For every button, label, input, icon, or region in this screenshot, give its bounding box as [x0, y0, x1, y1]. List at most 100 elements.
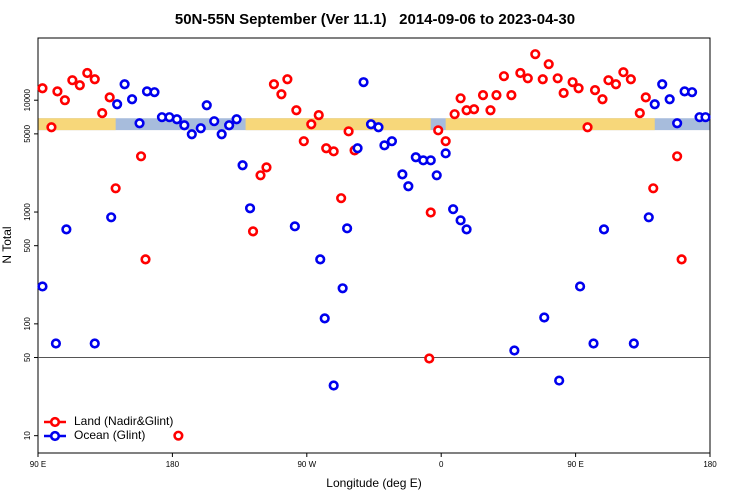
- data-point: [477, 90, 489, 101]
- data-point: [134, 118, 145, 129]
- data-point: [530, 49, 541, 60]
- data-point: [59, 95, 70, 106]
- data-point: [247, 226, 259, 237]
- data-point: [628, 338, 639, 349]
- data-point: [676, 254, 687, 265]
- data-point: [89, 74, 100, 85]
- x-tick-label: 180: [166, 460, 180, 469]
- data-point: [403, 181, 414, 192]
- data-point: [425, 155, 436, 166]
- data-point: [61, 224, 72, 235]
- data-point: [498, 71, 510, 82]
- data-point: [313, 110, 324, 121]
- land-band: [445, 118, 655, 131]
- data-point: [201, 100, 212, 111]
- data-point: [397, 169, 408, 180]
- data-point: [440, 148, 451, 159]
- data-point: [67, 75, 78, 86]
- data-point: [386, 136, 398, 147]
- data-point: [491, 90, 502, 101]
- data-point: [224, 120, 235, 131]
- data-point: [589, 85, 601, 96]
- data-point: [106, 212, 117, 223]
- y-tick-label: 10: [23, 431, 32, 440]
- data-point: [328, 146, 339, 157]
- data-point: [50, 338, 62, 349]
- data-point: [97, 108, 108, 119]
- y-tick-label: 500: [23, 238, 32, 252]
- data-point: [104, 92, 115, 103]
- data-point: [291, 105, 302, 116]
- data-point: [554, 375, 565, 386]
- data-point: [216, 129, 227, 140]
- data-point: [328, 380, 339, 391]
- land-band: [245, 118, 431, 131]
- data-point: [625, 74, 636, 85]
- land-band: [38, 118, 116, 131]
- data-point: [261, 162, 272, 173]
- data-point: [657, 79, 668, 90]
- data-point: [126, 94, 138, 105]
- data-point: [209, 116, 220, 127]
- data-point: [336, 193, 347, 204]
- data-point: [537, 74, 548, 85]
- data-point: [37, 83, 48, 94]
- data-point: [244, 203, 256, 214]
- data-point: [140, 254, 151, 265]
- data-point: [276, 89, 287, 100]
- data-point: [173, 430, 184, 441]
- data-point: [509, 345, 520, 356]
- data-point: [539, 312, 550, 323]
- data-point: [597, 94, 608, 105]
- data-point: [298, 136, 309, 147]
- x-axis-label: Longitude (deg E): [326, 476, 421, 490]
- data-point: [610, 79, 622, 90]
- data-point: [195, 123, 206, 134]
- x-tick-label: 90 E: [30, 460, 46, 469]
- x-tick-label: 90 W: [297, 460, 316, 469]
- data-point: [135, 151, 147, 162]
- data-point: [319, 313, 330, 324]
- legend-marker: [49, 430, 61, 442]
- data-point: [171, 114, 182, 125]
- data-point: [640, 92, 651, 103]
- data-point: [424, 353, 435, 364]
- data-point: [643, 212, 654, 223]
- y-tick-label: 1000: [23, 203, 32, 221]
- data-point: [379, 140, 390, 151]
- data-point: [574, 281, 586, 292]
- x-tick-label: 180: [703, 460, 717, 469]
- data-point: [342, 223, 353, 234]
- legend-label: Ocean (Glint): [74, 428, 145, 442]
- data-point: [522, 73, 533, 84]
- data-point: [573, 83, 584, 94]
- data-point: [506, 90, 517, 101]
- data-point: [700, 112, 711, 123]
- data-point: [343, 126, 354, 137]
- data-point: [89, 338, 100, 349]
- data-point: [672, 151, 683, 162]
- data-point: [603, 75, 614, 86]
- data-point: [82, 67, 93, 79]
- chart-title: 50N-55N September (Ver 11.1) 2014-09-06 …: [175, 11, 575, 28]
- plot-frame: [37, 37, 711, 454]
- data-point: [618, 67, 629, 78]
- y-tick-label: 5000: [23, 124, 32, 142]
- data-point: [649, 99, 660, 110]
- data-point: [448, 204, 459, 215]
- data-point: [686, 87, 698, 98]
- data-point: [231, 114, 242, 125]
- data-point: [52, 86, 63, 97]
- data-point: [358, 77, 369, 88]
- data-point: [582, 122, 593, 133]
- data-point: [289, 221, 300, 232]
- data-point: [552, 73, 563, 84]
- data-point: [74, 80, 85, 91]
- data-point: [186, 129, 197, 140]
- data-point: [268, 79, 280, 90]
- y-axis-label: N Total: [0, 226, 14, 263]
- data-point: [119, 79, 130, 90]
- data-point: [112, 99, 123, 110]
- data-point: [449, 109, 460, 120]
